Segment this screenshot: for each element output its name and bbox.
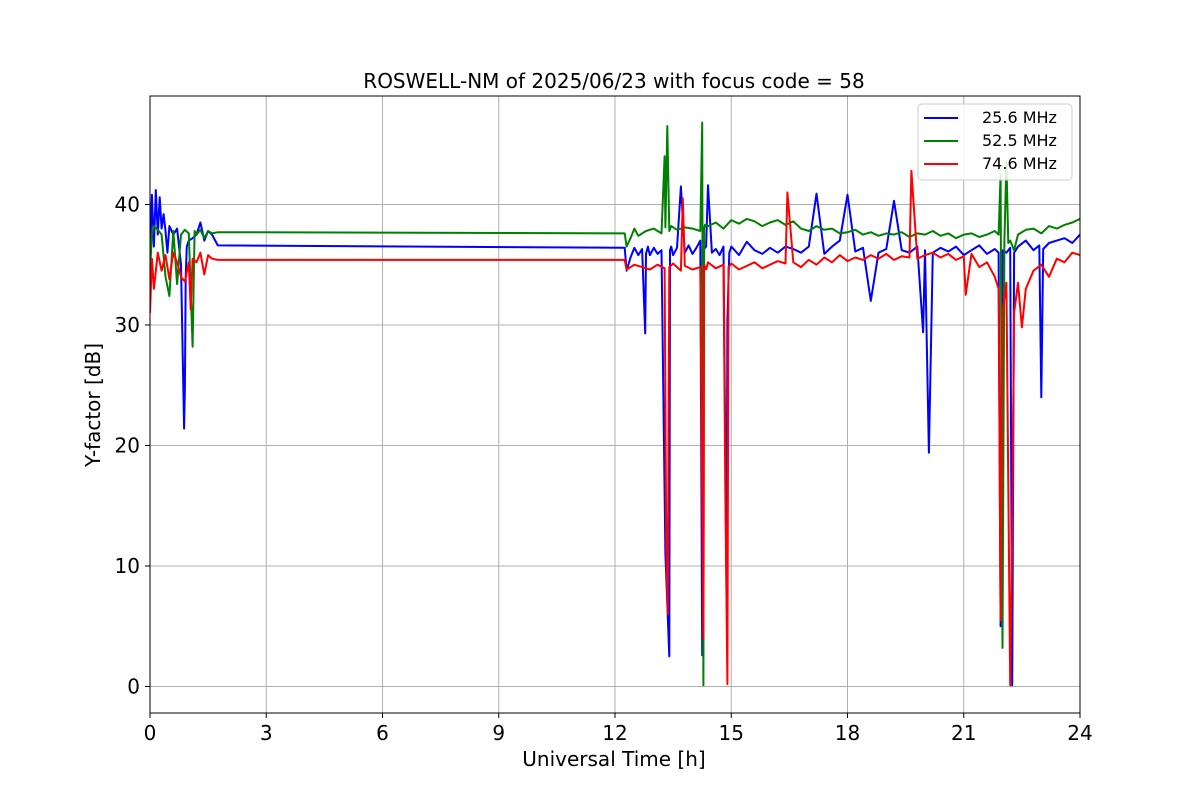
x-tick-label: 18 (835, 721, 860, 745)
x-tick-label: 15 (719, 721, 744, 745)
y-tick-label: 40 (115, 192, 140, 216)
y-tick-label: 30 (115, 313, 140, 337)
legend-label: 52.5 MHz (982, 131, 1057, 150)
legend-box (917, 103, 1073, 181)
y-axis-label: Y-factor [dB] (81, 343, 105, 468)
axis-ticks: 0 3 6 9 12 15 18 21 24 0 10 20 30 40 (115, 192, 1093, 745)
legend-label: 74.6 MHz (982, 154, 1057, 173)
x-axis-label: Universal Time [h] (522, 747, 705, 771)
legend-label: 25.6 MHz (982, 108, 1057, 127)
series-line-2 (150, 121, 1080, 687)
x-tick-label: 24 (1067, 721, 1092, 745)
x-tick-label: 0 (144, 721, 157, 745)
y-tick-label: 0 (127, 674, 140, 698)
legend: 25.6 MHz 52.5 MHz 74.6 MHz (917, 103, 1073, 181)
y-tick-label: 10 (115, 554, 140, 578)
chart-title: ROSWELL-NM of 2025/06/23 with focus code… (363, 69, 864, 93)
y-tick-label: 20 (115, 433, 140, 457)
series-layer (150, 121, 1080, 687)
series-line-3 (150, 169, 1080, 687)
x-tick-label: 9 (492, 721, 505, 745)
x-tick-label: 3 (260, 721, 273, 745)
x-tick-label: 6 (376, 721, 389, 745)
x-tick-label: 12 (602, 721, 627, 745)
x-tick-label: 21 (951, 721, 976, 745)
